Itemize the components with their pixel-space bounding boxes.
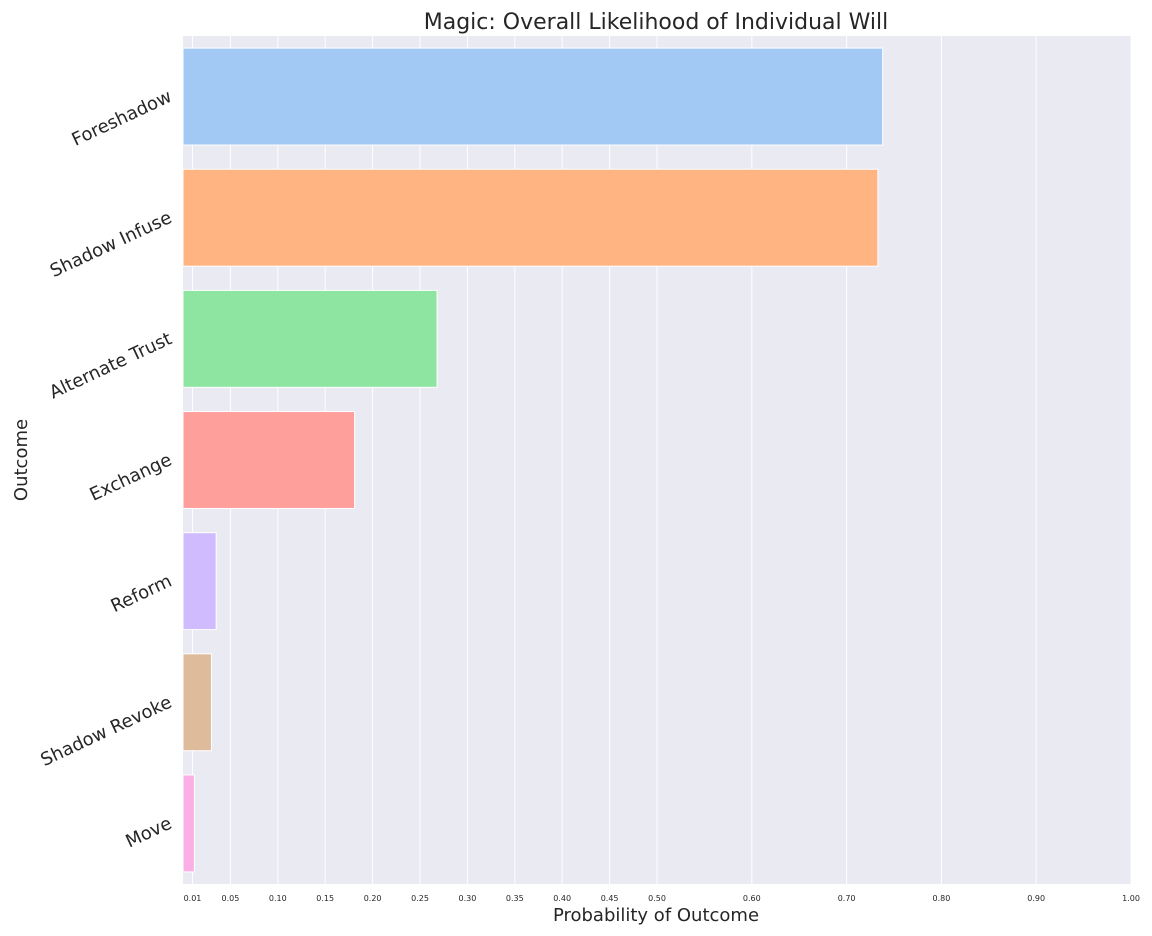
x-tick-label: 0.80 bbox=[932, 894, 950, 903]
y-tick-label: Exchange bbox=[87, 449, 176, 505]
x-tick-label: 0.30 bbox=[458, 894, 476, 903]
x-tick-label: 0.70 bbox=[838, 894, 856, 903]
bar-move bbox=[182, 774, 195, 873]
chart-title: Magic: Overall Likelihood of Individual … bbox=[424, 10, 889, 35]
y-tick-label: Reform bbox=[108, 571, 176, 617]
y-tick-label: Shadow Revoke bbox=[37, 692, 175, 771]
y-tick-label: Foreshadow bbox=[69, 86, 176, 151]
bar-foreshadow bbox=[182, 47, 884, 146]
bar-exchange bbox=[182, 411, 356, 509]
x-tick-label: 0.35 bbox=[506, 894, 524, 903]
bar-reform bbox=[182, 532, 217, 631]
x-tick-label: 1.00 bbox=[1122, 894, 1140, 903]
y-tick-label: Move bbox=[122, 813, 175, 852]
y-tick-labels: Foreshadow Shadow Infuse Alternate Trust Ex… bbox=[37, 86, 175, 852]
x-tick-label: 0.50 bbox=[648, 894, 666, 903]
bars bbox=[182, 47, 884, 873]
x-tick-label: 0.20 bbox=[364, 894, 382, 903]
x-tick-label: 0.15 bbox=[316, 894, 334, 903]
x-tick-label: 0.60 bbox=[743, 894, 761, 903]
x-tick-labels: 0.01 0.05 0.10 0.15 0.20 0.25 0.30 0.35 0.40 0.45… bbox=[184, 894, 1140, 903]
x-tick-label: 0.05 bbox=[221, 894, 239, 903]
x-axis-label: Probability of Outcome bbox=[553, 905, 759, 926]
x-tick-label: 0.25 bbox=[411, 894, 429, 903]
y-tick-label: Shadow Infuse bbox=[47, 207, 175, 282]
bar-shadow-infuse bbox=[182, 168, 879, 267]
y-axis-label: Outcome bbox=[11, 419, 32, 501]
y-tick-label: Alternate Trust bbox=[46, 328, 175, 403]
x-tick-label: 0.45 bbox=[601, 894, 619, 903]
bar-alternate-trust bbox=[182, 289, 438, 388]
bar-shadow-revoke bbox=[182, 653, 212, 752]
x-tick-label: 0.40 bbox=[553, 894, 571, 903]
x-tick-label: 0.01 bbox=[184, 894, 202, 903]
x-tick-label: 0.90 bbox=[1027, 894, 1045, 903]
x-tick-label: 0.10 bbox=[269, 894, 287, 903]
